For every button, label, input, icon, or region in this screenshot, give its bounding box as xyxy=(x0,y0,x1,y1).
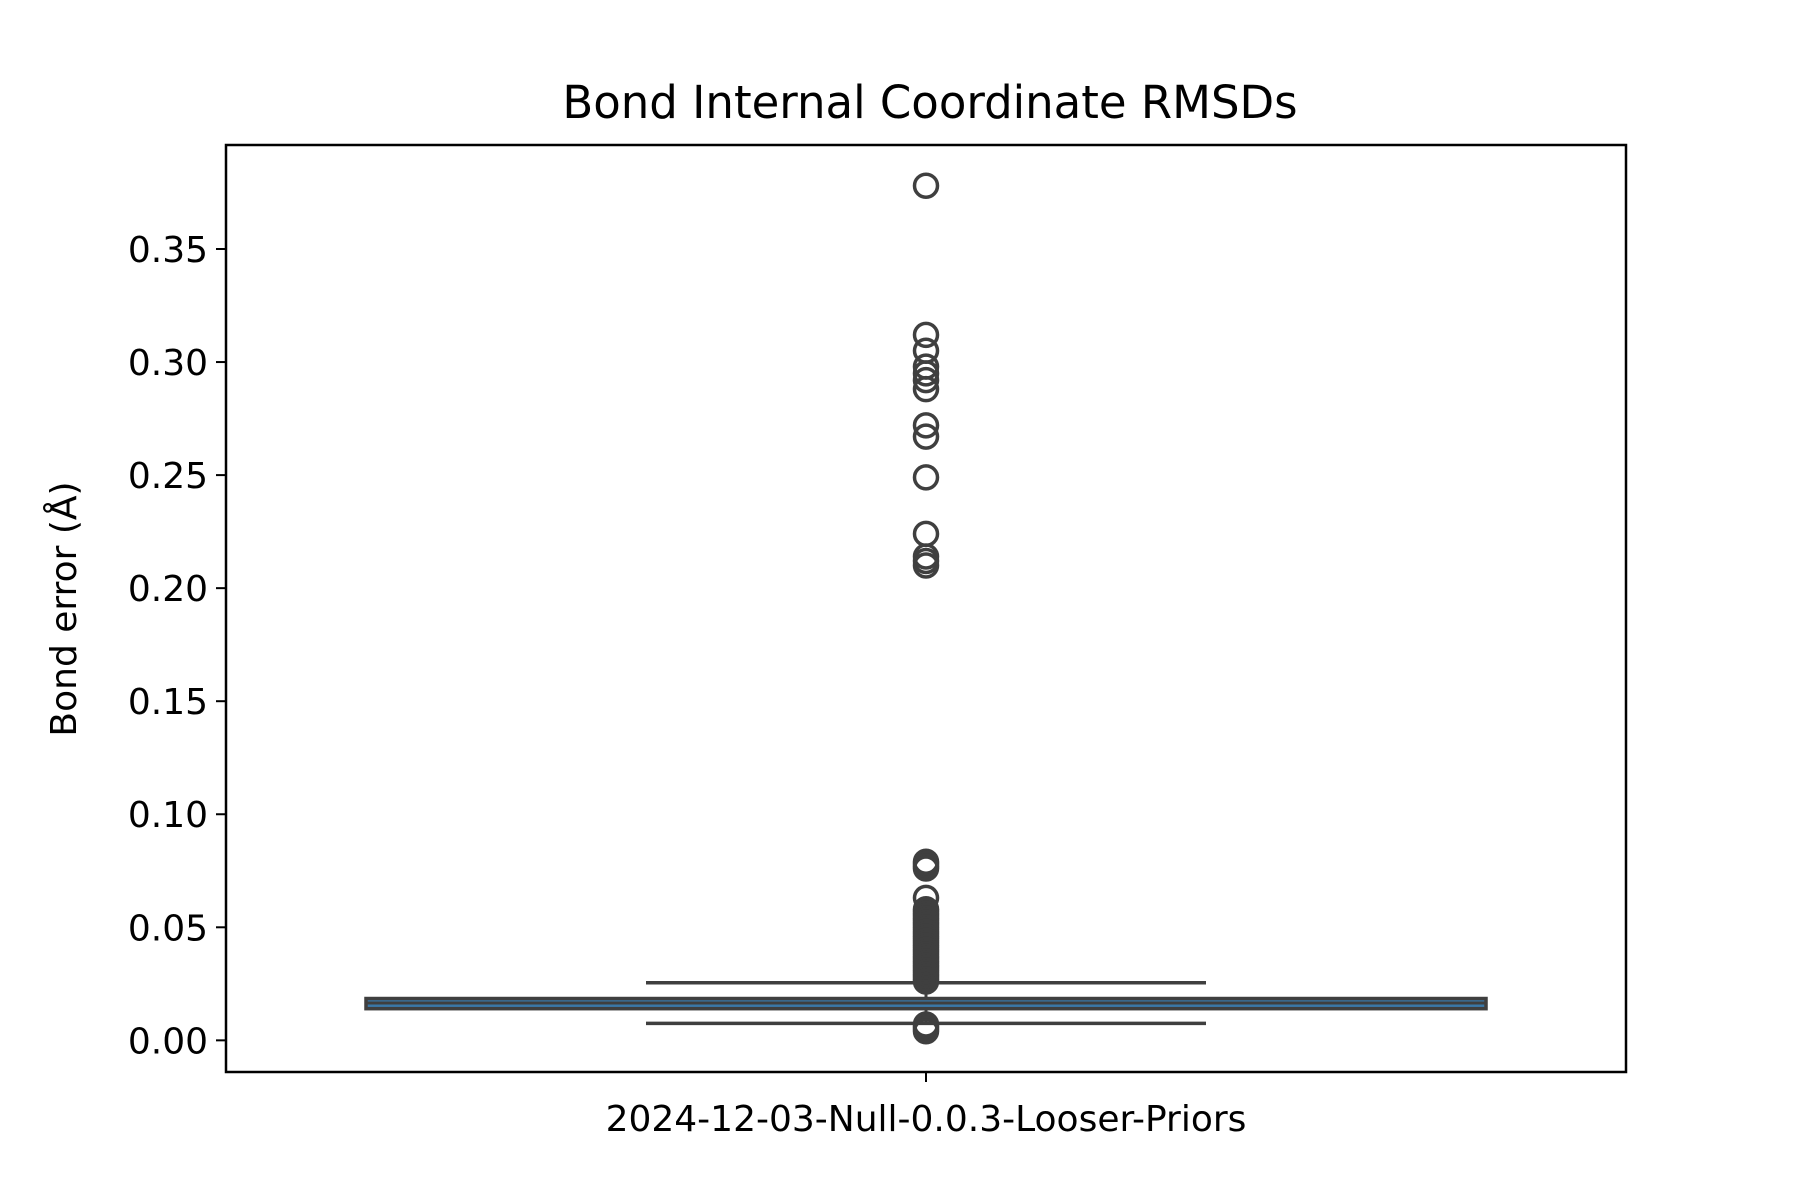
y-tick-label: 0.05 xyxy=(128,908,208,949)
outlier-point xyxy=(912,172,940,199)
outlier-point xyxy=(912,855,940,882)
y-tick-label: 0.35 xyxy=(128,230,208,271)
x-tick-label: 2024-12-03-Null-0.0.3-Looser-Priors xyxy=(606,1099,1247,1140)
chart-title: Bond Internal Coordinate RMSDs xyxy=(562,76,1297,129)
y-tick-label: 0.10 xyxy=(128,795,208,836)
outlier-point xyxy=(912,375,940,403)
x-axis: 2024-12-03-Null-0.0.3-Looser-Priors xyxy=(606,1072,1247,1140)
y-tick-label: 0.00 xyxy=(128,1021,208,1062)
outlier-point xyxy=(912,1018,940,1045)
box-group xyxy=(364,172,1488,1045)
y-tick-label: 0.25 xyxy=(128,456,208,497)
y-tick-label: 0.30 xyxy=(128,343,208,384)
y-tick-label: 0.20 xyxy=(128,569,208,610)
outlier-point xyxy=(912,520,940,548)
outlier-point xyxy=(912,423,940,450)
outlier-point xyxy=(912,366,940,394)
y-axis-label: Bond error (Å) xyxy=(42,481,85,736)
y-axis: 0.00 0.05 0.10 0.15 0.20 0.25 0.30 0.35 xyxy=(128,230,226,1062)
outlier-point xyxy=(912,552,940,579)
outlier-point xyxy=(912,968,940,995)
y-tick-label: 0.15 xyxy=(128,682,208,723)
outlier-point xyxy=(912,412,940,439)
plot-content xyxy=(364,172,1488,1045)
outlier-point xyxy=(912,464,940,491)
outlier-point xyxy=(912,321,940,349)
outlier-point xyxy=(912,360,940,387)
